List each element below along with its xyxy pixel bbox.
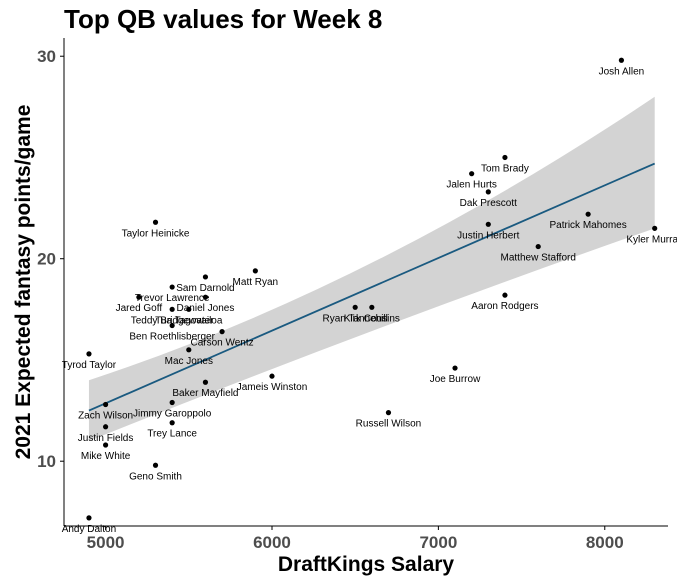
data-point <box>502 154 508 161</box>
point-label: Kyler Murray <box>626 234 677 245</box>
point-label: Teddy Bridgewater <box>131 315 214 326</box>
data-point <box>652 225 658 231</box>
point-label: Dak Prescott <box>460 198 517 209</box>
data-point <box>102 424 109 430</box>
confidence-band <box>88 96 655 441</box>
point-label: Justin Fields <box>78 433 134 444</box>
point-label: Matt Ryan <box>233 277 279 288</box>
point-label: Aaron Rodgers <box>471 301 538 312</box>
data-point <box>618 57 625 63</box>
data-point <box>369 304 375 310</box>
point-label: Patrick Mahomes <box>550 220 627 231</box>
data-point <box>469 171 475 177</box>
data-point <box>186 347 192 353</box>
point-label: Tyrod Taylor <box>62 360 117 371</box>
point-label: Ryan Tannehill <box>322 313 387 324</box>
point-label: Jalen Hurts <box>446 180 497 191</box>
data-point <box>585 211 591 217</box>
ticks-layer: 5000 6000 7000 8000 10 20 30 <box>37 47 624 552</box>
points-layer <box>86 57 658 521</box>
point-label: Jimmy Garoppolo <box>133 408 212 419</box>
data-point <box>152 219 159 225</box>
data-point <box>485 189 491 195</box>
chart-title: Top QB values for Week 8 <box>64 4 383 34</box>
data-point <box>219 329 225 335</box>
point-label: Josh Allen <box>599 66 645 77</box>
axes-layer <box>63 38 668 527</box>
y-tick-label: 10 <box>37 452 56 471</box>
x-tick-label: 6000 <box>253 533 291 552</box>
point-labels-layer: Josh Allen Tom Brady Jalen Hurts Dak Presco… <box>62 66 677 535</box>
x-tick-label: 8000 <box>586 533 624 552</box>
confidence-band-layer <box>88 96 655 441</box>
point-label: Daniel Jones <box>177 303 235 314</box>
data-point <box>169 322 175 329</box>
point-label: Taylor Heinicke <box>122 228 190 239</box>
data-point <box>169 420 175 426</box>
data-point <box>86 515 92 521</box>
y-tick-label: 30 <box>37 47 56 66</box>
data-point <box>252 268 258 274</box>
data-point <box>385 410 392 416</box>
point-label: Tua Tagovailoa <box>155 315 223 326</box>
x-axis-title: DraftKings Salary <box>278 553 455 576</box>
data-point <box>202 379 209 385</box>
data-point <box>136 294 142 300</box>
point-label: Zach Wilson <box>78 411 133 422</box>
point-label: Jared Goff <box>116 303 163 314</box>
trendline-layer <box>88 162 656 412</box>
data-point <box>202 274 209 280</box>
data-point <box>102 401 109 408</box>
data-point <box>186 306 192 312</box>
data-point <box>169 306 175 312</box>
data-point <box>502 292 508 298</box>
data-point <box>169 284 175 290</box>
y-axis-title: 2021 Expected fantasy points/game <box>12 105 35 460</box>
data-point <box>86 351 92 357</box>
y-tick-label: 20 <box>37 250 56 269</box>
data-point <box>202 294 209 300</box>
data-point <box>452 365 458 371</box>
point-label: Kirk Cousins <box>344 313 400 324</box>
data-point <box>102 442 109 448</box>
data-point <box>485 221 491 227</box>
point-label: Mike White <box>81 451 131 462</box>
point-label: Andy Dalton <box>62 524 116 535</box>
point-label: Ben Roethlisberger <box>129 332 215 343</box>
data-point <box>352 304 358 310</box>
point-label: Trevor Lawrence <box>135 293 210 304</box>
point-label: Baker Mayfield <box>172 388 238 399</box>
point-label: Carson Wentz <box>190 338 253 349</box>
point-label: Geno Smith <box>129 471 182 482</box>
data-point <box>152 462 159 468</box>
point-label: Justin Herbert <box>457 230 519 241</box>
data-point <box>535 243 541 250</box>
point-label: Jameis Winston <box>237 382 308 393</box>
point-label: Mac Jones <box>165 356 213 367</box>
data-point <box>169 399 175 406</box>
trend-line <box>88 162 656 412</box>
x-tick-label: 7000 <box>419 533 457 552</box>
point-label: Russell Wilson <box>356 419 422 430</box>
data-point <box>269 373 275 379</box>
point-label: Trey Lance <box>147 429 197 440</box>
x-tick-label: 5000 <box>87 533 125 552</box>
point-label: Tom Brady <box>481 163 529 174</box>
point-label: Joe Burrow <box>430 374 481 385</box>
point-label: Matthew Stafford <box>501 253 576 264</box>
point-label: Sam Darnold <box>176 283 234 294</box>
